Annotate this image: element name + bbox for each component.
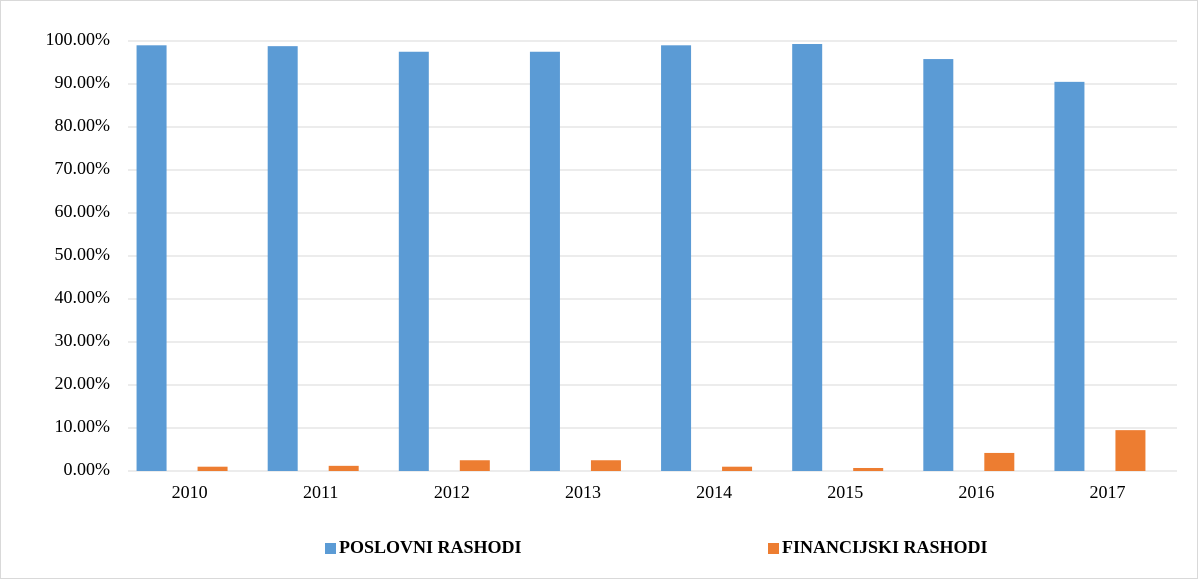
y-tick-label: 0.00% xyxy=(64,459,111,479)
y-tick-label: 100.00% xyxy=(46,29,111,49)
y-tick-label: 70.00% xyxy=(55,158,111,178)
x-tick-label: 2012 xyxy=(434,482,470,502)
bar xyxy=(328,465,359,471)
x-tick-label: 2013 xyxy=(565,482,601,502)
y-tick-label: 90.00% xyxy=(55,72,111,92)
x-tick-label: 2017 xyxy=(1089,482,1125,502)
y-tick-label: 10.00% xyxy=(55,416,111,436)
bar xyxy=(984,452,1015,471)
bar xyxy=(136,45,167,472)
x-tick-label: 2010 xyxy=(172,482,208,502)
bar xyxy=(197,466,228,471)
bar xyxy=(722,466,753,471)
bar xyxy=(267,46,298,471)
bar xyxy=(590,460,621,471)
bar xyxy=(1054,81,1085,471)
y-tick-label: 60.00% xyxy=(55,201,111,221)
y-tick-label: 30.00% xyxy=(55,330,111,350)
legend-label: POSLOVNI RASHODI xyxy=(339,537,522,557)
bar xyxy=(398,51,429,471)
legend-label: FINANCIJSKI RASHODI xyxy=(782,537,988,557)
bar xyxy=(923,59,954,472)
bar xyxy=(661,45,692,472)
bar xyxy=(853,467,884,471)
bar xyxy=(459,460,490,471)
x-tick-label: 2011 xyxy=(303,482,338,502)
bar xyxy=(1115,430,1146,471)
x-tick-label: 2015 xyxy=(827,482,863,502)
x-tick-label: 2014 xyxy=(696,482,732,502)
bar xyxy=(792,44,823,471)
bar xyxy=(529,51,560,471)
y-tick-label: 40.00% xyxy=(55,287,111,307)
y-tick-label: 80.00% xyxy=(55,115,111,135)
x-tick-label: 2016 xyxy=(958,482,994,502)
y-tick-label: 20.00% xyxy=(55,373,111,393)
legend-swatch xyxy=(768,543,779,554)
legend-swatch xyxy=(325,543,336,554)
y-tick-label: 50.00% xyxy=(55,244,111,264)
